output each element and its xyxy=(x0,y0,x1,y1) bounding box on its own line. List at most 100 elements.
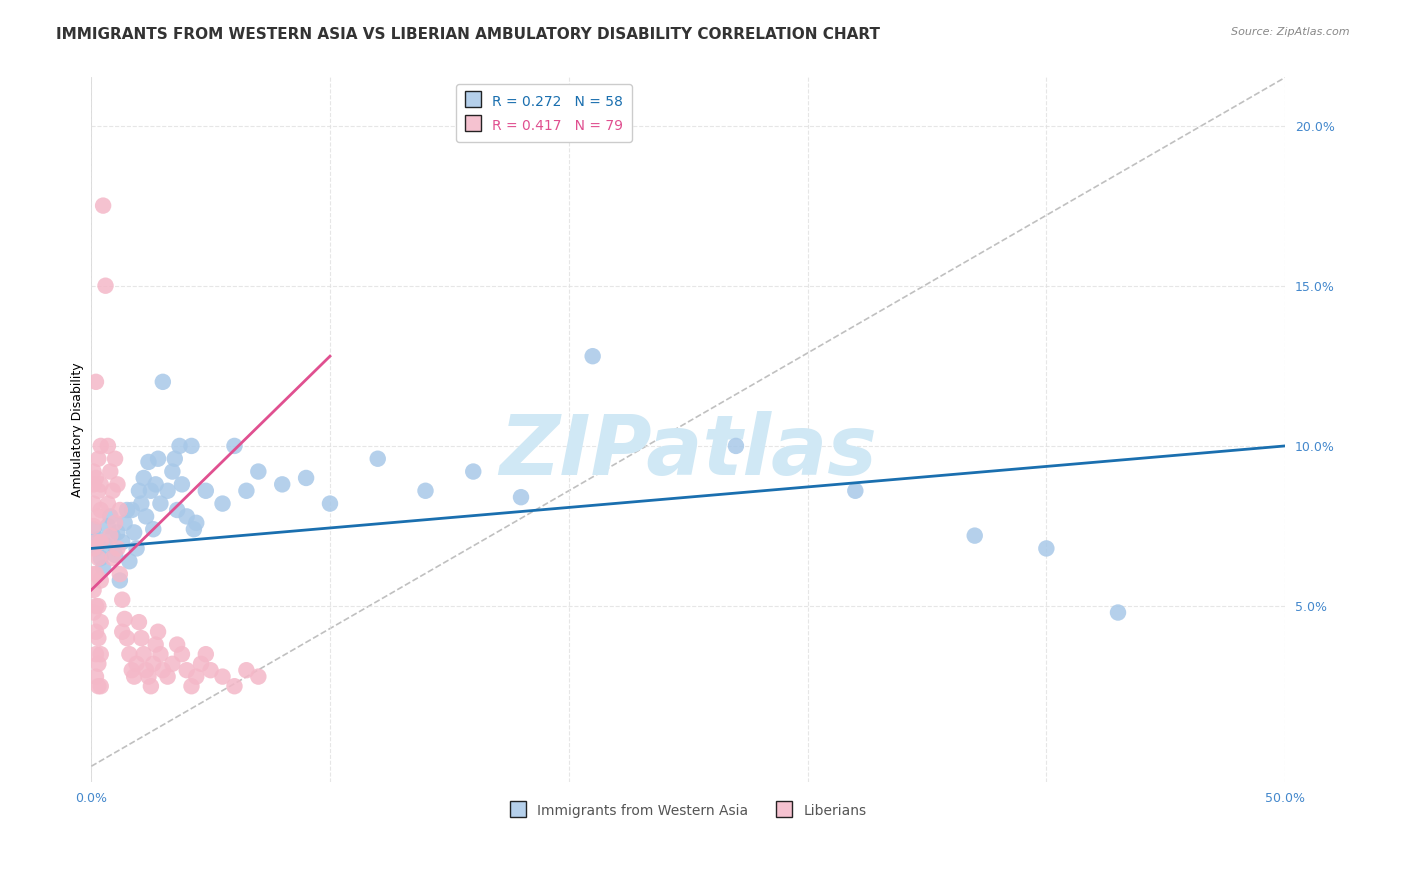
Legend: Immigrants from Western Asia, Liberians: Immigrants from Western Asia, Liberians xyxy=(503,797,873,825)
Text: IMMIGRANTS FROM WESTERN ASIA VS LIBERIAN AMBULATORY DISABILITY CORRELATION CHART: IMMIGRANTS FROM WESTERN ASIA VS LIBERIAN… xyxy=(56,27,880,42)
Point xyxy=(170,647,193,661)
Point xyxy=(128,483,150,498)
Point xyxy=(90,477,112,491)
Point xyxy=(295,471,318,485)
Point xyxy=(87,483,110,498)
Point xyxy=(107,541,129,556)
Point xyxy=(98,465,121,479)
Point xyxy=(186,670,208,684)
Point xyxy=(104,548,127,562)
Point xyxy=(101,483,124,498)
Point xyxy=(319,497,342,511)
Point xyxy=(146,624,169,639)
Point xyxy=(142,522,165,536)
Point xyxy=(97,519,120,533)
Point xyxy=(121,663,143,677)
Point xyxy=(122,670,145,684)
Point xyxy=(111,535,134,549)
Point xyxy=(194,647,217,661)
Point xyxy=(90,679,112,693)
Point xyxy=(224,679,246,693)
Point xyxy=(152,663,174,677)
Point xyxy=(84,567,107,582)
Point xyxy=(97,497,120,511)
Point xyxy=(84,541,107,556)
Point xyxy=(83,497,105,511)
Point xyxy=(156,483,179,498)
Point xyxy=(132,471,155,485)
Point xyxy=(367,451,389,466)
Point xyxy=(180,679,202,693)
Point xyxy=(94,278,117,293)
Point xyxy=(83,477,105,491)
Point xyxy=(90,535,112,549)
Point xyxy=(87,631,110,645)
Point xyxy=(84,647,107,661)
Point xyxy=(94,538,117,552)
Point xyxy=(107,477,129,491)
Point xyxy=(142,657,165,671)
Point xyxy=(200,663,222,677)
Point xyxy=(111,592,134,607)
Point xyxy=(118,647,141,661)
Point xyxy=(156,670,179,684)
Point xyxy=(131,631,153,645)
Point xyxy=(101,528,124,542)
Point xyxy=(83,606,105,620)
Point xyxy=(101,551,124,566)
Point xyxy=(131,497,153,511)
Point xyxy=(87,599,110,614)
Point xyxy=(83,519,105,533)
Point xyxy=(114,516,136,530)
Point xyxy=(235,663,257,677)
Point xyxy=(1035,541,1057,556)
Point xyxy=(83,465,105,479)
Point xyxy=(145,638,167,652)
Point xyxy=(190,657,212,671)
Point xyxy=(128,615,150,629)
Point xyxy=(84,471,107,485)
Point xyxy=(87,509,110,524)
Point xyxy=(114,612,136,626)
Point xyxy=(132,647,155,661)
Point xyxy=(90,574,112,588)
Point xyxy=(84,624,107,639)
Point xyxy=(235,483,257,498)
Point xyxy=(107,525,129,540)
Point xyxy=(149,647,172,661)
Point xyxy=(108,567,131,582)
Point xyxy=(83,583,105,598)
Point xyxy=(211,670,233,684)
Text: Source: ZipAtlas.com: Source: ZipAtlas.com xyxy=(1232,27,1350,37)
Point xyxy=(169,439,191,453)
Point xyxy=(90,647,112,661)
Point xyxy=(104,451,127,466)
Point xyxy=(87,451,110,466)
Point xyxy=(139,483,162,498)
Point xyxy=(97,439,120,453)
Point xyxy=(87,532,110,546)
Point xyxy=(84,375,107,389)
Point xyxy=(180,439,202,453)
Point xyxy=(125,541,148,556)
Point xyxy=(87,657,110,671)
Point xyxy=(90,439,112,453)
Point xyxy=(145,477,167,491)
Point xyxy=(104,516,127,530)
Point xyxy=(149,497,172,511)
Point xyxy=(163,451,186,466)
Point xyxy=(84,599,107,614)
Point xyxy=(83,522,105,536)
Point xyxy=(162,465,184,479)
Point xyxy=(135,663,157,677)
Point xyxy=(224,439,246,453)
Point xyxy=(87,679,110,693)
Point xyxy=(108,574,131,588)
Point xyxy=(146,451,169,466)
Point xyxy=(122,525,145,540)
Point xyxy=(118,554,141,568)
Point xyxy=(115,631,138,645)
Point xyxy=(138,455,160,469)
Y-axis label: Ambulatory Disability: Ambulatory Disability xyxy=(72,362,84,497)
Point xyxy=(186,516,208,530)
